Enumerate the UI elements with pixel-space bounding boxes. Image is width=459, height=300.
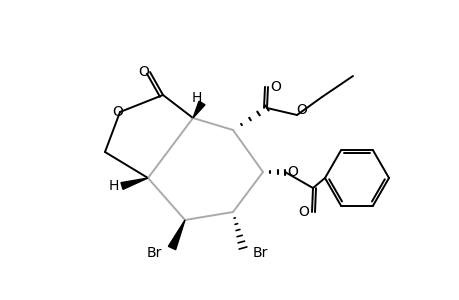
Text: Br: Br [146, 246, 162, 260]
Text: H: H [109, 179, 119, 193]
Text: H: H [191, 91, 202, 105]
Polygon shape [121, 178, 148, 189]
Polygon shape [168, 220, 185, 250]
Text: O: O [298, 205, 309, 219]
Text: O: O [112, 105, 123, 119]
Text: O: O [287, 165, 298, 179]
Text: O: O [296, 103, 307, 117]
Text: O: O [270, 80, 281, 94]
Polygon shape [193, 101, 205, 118]
Text: O: O [138, 65, 149, 79]
Text: Br: Br [252, 246, 268, 260]
